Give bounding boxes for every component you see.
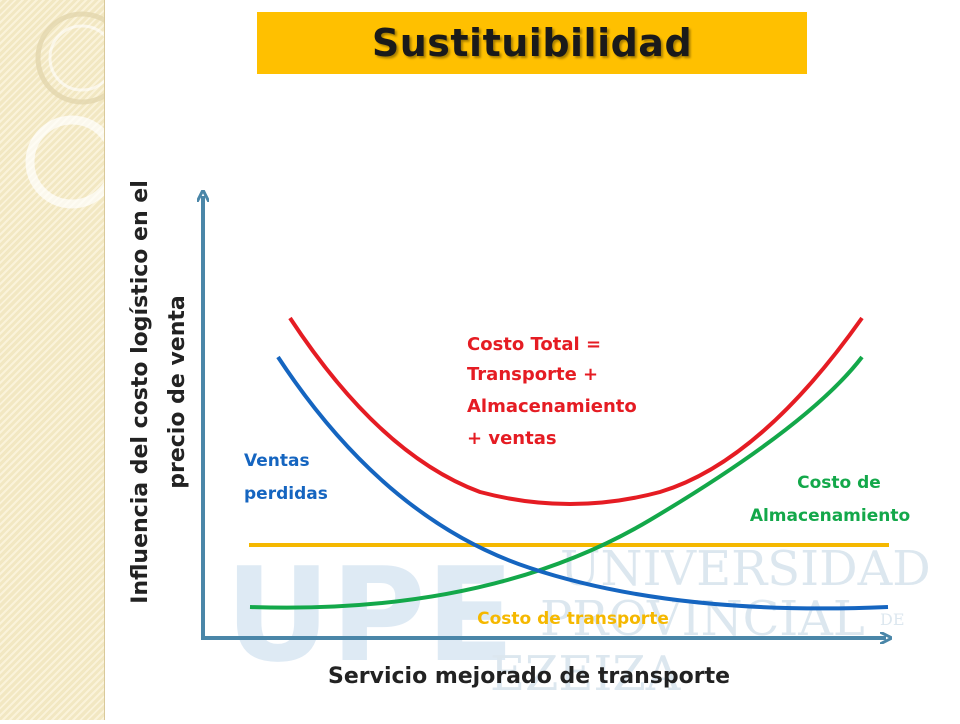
watermark-line3: EZEIZA bbox=[490, 646, 682, 702]
university-watermark: UPE UNIVERSIDAD PROVINCIAL DE EZEIZA bbox=[225, 539, 931, 702]
title-banner: Sustituibilidad bbox=[257, 12, 807, 74]
total-cost-label-line: Transporte + bbox=[467, 364, 598, 385]
storage-cost-label-line: Costo de bbox=[797, 473, 881, 493]
lost-sales-label-line: Ventas bbox=[244, 451, 310, 471]
total-cost-label: Costo Total = Transporte + Almacenamient… bbox=[467, 334, 637, 449]
x-axis-label: Servicio mejorado de transporte bbox=[328, 664, 730, 689]
lost-sales-label: Ventas perdidas bbox=[244, 451, 328, 504]
watermark-line1: UNIVERSIDAD bbox=[560, 541, 931, 597]
y-axis-label-line1: Influencia del costo logístico en el bbox=[128, 180, 153, 604]
total-cost-label-line: Almacenamiento bbox=[467, 396, 637, 417]
lost-sales-label-line: perdidas bbox=[244, 484, 328, 504]
storage-cost-curve bbox=[249, 355, 864, 610]
watermark-small: DE bbox=[880, 610, 905, 629]
storage-cost-label-line: Almacenamiento bbox=[750, 506, 910, 526]
slide-title: Sustituibilidad bbox=[371, 21, 693, 65]
total-cost-label-line: Costo Total = bbox=[467, 334, 601, 355]
total-cost-label-line: + ventas bbox=[467, 428, 557, 449]
lost-sales-curve bbox=[276, 355, 889, 611]
y-axis-label-line2: precio de venta bbox=[165, 295, 190, 489]
transport-cost-label: Costo de transporte bbox=[477, 609, 669, 629]
total-cost-curve bbox=[288, 316, 864, 506]
storage-cost-label: Costo de Almacenamiento bbox=[750, 473, 910, 526]
watermark-letters: UPE bbox=[225, 539, 515, 691]
decorative-side-band bbox=[0, 0, 129, 720]
